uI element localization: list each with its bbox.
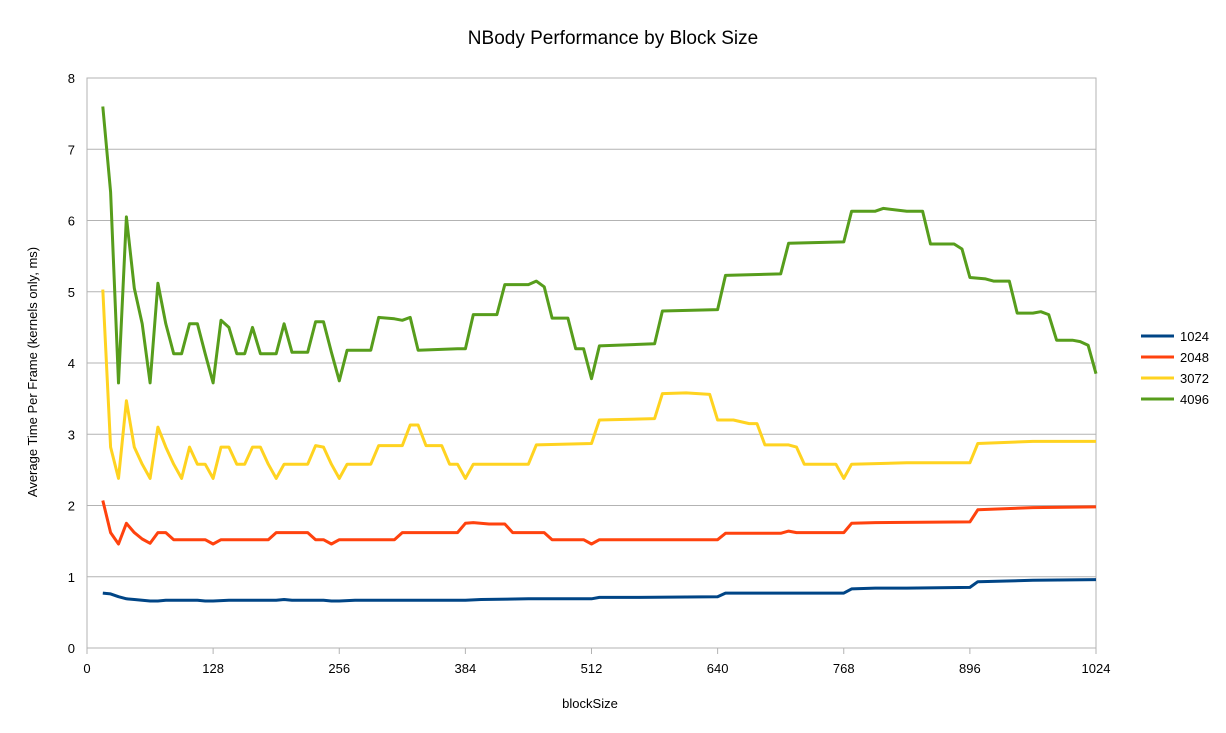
x-tick-label: 512 xyxy=(581,661,603,676)
x-tick-label: 384 xyxy=(455,661,477,676)
y-axis-ticks: 0 1 2 3 4 5 6 7 8 xyxy=(68,71,75,656)
y-tick-label: 4 xyxy=(68,356,75,371)
y-tick-label: 0 xyxy=(68,641,75,656)
y-tick-label: 8 xyxy=(68,71,75,86)
legend-label-4096: 4096 xyxy=(1180,392,1209,407)
series-line-4096 xyxy=(101,106,1098,385)
y-tick-label: 1 xyxy=(68,570,75,585)
chart-title: NBody Performance by Block Size xyxy=(468,28,758,49)
x-tick-label: 0 xyxy=(83,661,90,676)
x-tick-label: 256 xyxy=(328,661,350,676)
x-tick-label: 640 xyxy=(707,661,729,676)
y-axis-label: Average Time Per Frame (kernels only, ms… xyxy=(25,247,40,497)
x-tick-label: 896 xyxy=(959,661,981,676)
grid-lines xyxy=(87,77,1096,649)
x-tick-label: 768 xyxy=(833,661,855,676)
x-tick-label: 128 xyxy=(202,661,224,676)
x-tick-label: 1024 xyxy=(1082,661,1111,676)
series-line-2048 xyxy=(101,500,1097,546)
y-tick-label: 6 xyxy=(68,214,75,229)
series-line-1024 xyxy=(102,578,1097,603)
legend-label-1024: 1024 xyxy=(1180,329,1209,344)
y-tick-label: 2 xyxy=(68,499,75,514)
legend-label-2048: 2048 xyxy=(1180,350,1209,365)
x-axis-label: blockSize xyxy=(562,696,618,711)
y-tick-label: 3 xyxy=(68,427,75,442)
x-axis-ticks: 0 128 256 384 512 640 768 896 1024 xyxy=(83,648,1110,676)
y-tick-label: 5 xyxy=(68,285,75,300)
legend-label-3072: 3072 xyxy=(1180,371,1209,386)
series-line-3072 xyxy=(101,289,1096,480)
series-lines xyxy=(101,106,1098,603)
legend: 1024 2048 3072 4096 xyxy=(1141,329,1209,407)
y-tick-label: 7 xyxy=(68,142,75,157)
